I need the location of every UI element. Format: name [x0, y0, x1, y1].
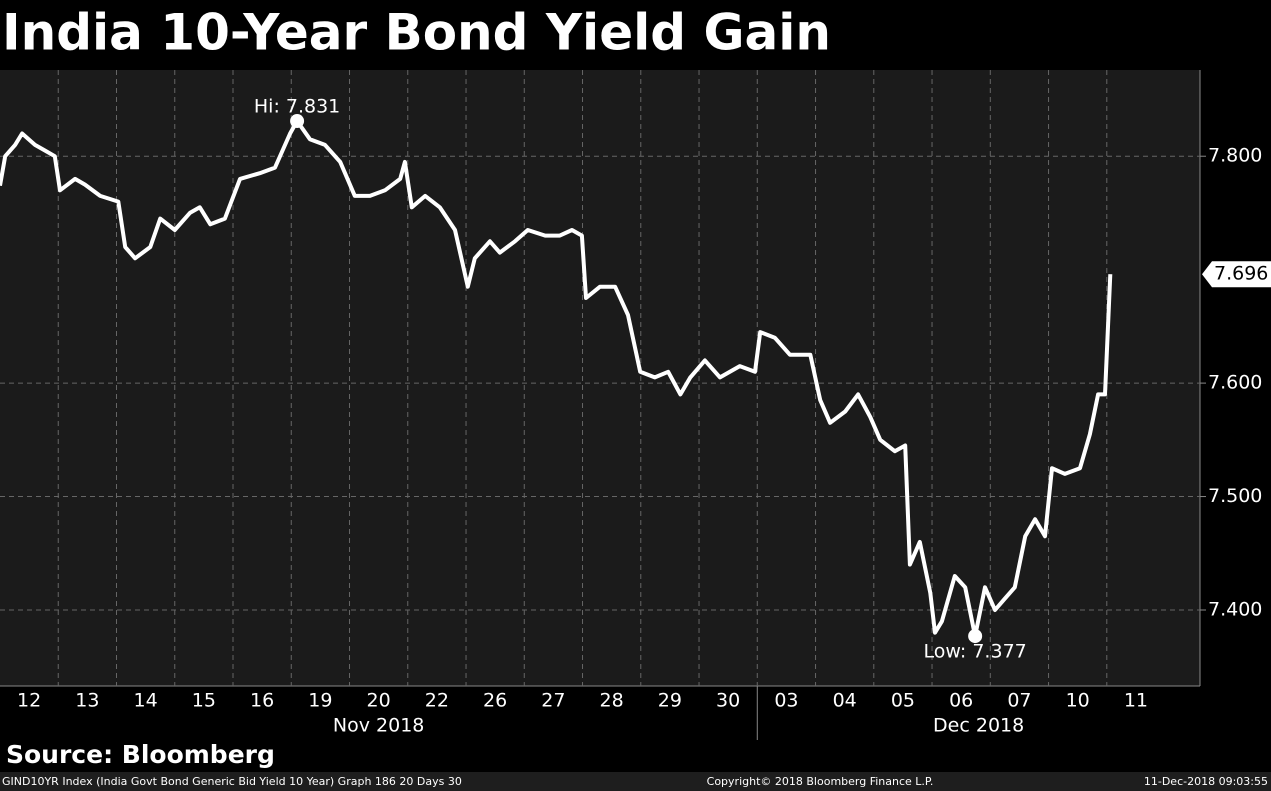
high-label: Hi: 7.831: [254, 96, 340, 118]
x-tick-label: 12: [17, 690, 41, 712]
high-marker: [290, 114, 305, 129]
month-label: Nov 2018: [333, 715, 424, 737]
plot-area: [0, 70, 1200, 686]
low-label: Low: 7.377: [924, 641, 1027, 663]
y-tick-label: 7.800: [1208, 145, 1262, 167]
x-tick-label: 06: [949, 690, 973, 712]
x-tick-label: 27: [541, 690, 565, 712]
x-tick-label: 22: [425, 690, 449, 712]
line: [0, 119, 1113, 639]
x-tick-label: 30: [716, 690, 740, 712]
source: Source: Bloomberg: [6, 740, 275, 769]
y-tick-label: 7.600: [1208, 372, 1262, 394]
x-tick-label: 13: [75, 690, 99, 712]
chart-title: India 10-Year Bond Yield Gain: [2, 4, 831, 62]
x-tick-label: 04: [833, 690, 857, 712]
footer-right: 11-Dec-2018 09:03:55: [1144, 775, 1268, 788]
x-tick-label: 15: [192, 690, 216, 712]
x-tick-label: 29: [658, 690, 682, 712]
x-tick-label: 26: [483, 690, 507, 712]
last-value-label: 7.696: [1214, 263, 1268, 285]
x-tick-label: 03: [774, 690, 798, 712]
x-tick-label: 20: [367, 690, 391, 712]
footer-left: GIND10YR Index (India Govt Bond Generic …: [2, 775, 462, 788]
y-tick-label: 7.500: [1208, 485, 1262, 507]
x-tick-label: 19: [308, 690, 332, 712]
month-label: Dec 2018: [933, 715, 1024, 737]
last-value-tag: [1202, 261, 1271, 288]
x-tick-label: 11: [1124, 690, 1148, 712]
x-tick-label: 07: [1007, 690, 1031, 712]
low-marker: [968, 629, 983, 644]
y-tick-label: 7.400: [1208, 598, 1262, 620]
footer-bar: [0, 772, 1271, 791]
x-tick-label: 05: [891, 690, 915, 712]
footer-center: Copyright© 2018 Bloomberg Finance L.P.: [707, 775, 934, 788]
x-tick-label: 10: [1066, 690, 1090, 712]
x-tick-label: 14: [134, 690, 158, 712]
x-tick-label: 28: [600, 690, 624, 712]
x-tick-label: 16: [250, 690, 274, 712]
